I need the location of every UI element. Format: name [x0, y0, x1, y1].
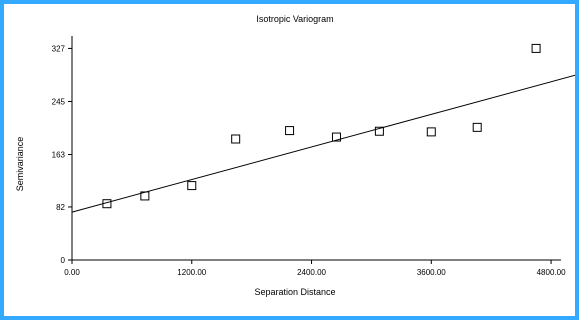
x-tick-label: 4800.00: [537, 268, 566, 277]
y-tick-label: 163: [52, 151, 66, 160]
data-point: [331, 132, 341, 142]
ticks: 0 82 163 245 327 0.00 1200.00 2400.00 3600.00 480…: [52, 44, 566, 277]
data-point: [472, 122, 482, 132]
data-point: [140, 191, 150, 201]
y-tick-label: 245: [52, 97, 66, 106]
data-point: [426, 127, 436, 137]
x-tick-label: 3600.00: [417, 268, 446, 277]
axes: [71, 36, 561, 261]
x-tick-label: 0.00: [64, 268, 80, 277]
data-point: [102, 199, 112, 209]
x-tick-label: 2400.00: [297, 268, 326, 277]
x-axis-label: Separation Distance: [254, 287, 335, 297]
data-point: [231, 134, 241, 144]
fit-line: [71, 74, 575, 213]
y-tick-label: 0: [61, 256, 66, 265]
data-points: [102, 43, 541, 209]
x-tick-label: 1200.00: [177, 268, 206, 277]
data-point: [374, 126, 384, 136]
variogram-chart: Isotropic Variogram 0 82 163 245 327 0.00 1200…: [15, 14, 575, 297]
chart-title: Isotropic Variogram: [256, 14, 333, 24]
y-axis-label: Semivariance: [15, 137, 25, 192]
data-point: [531, 43, 541, 53]
y-tick-label: 82: [56, 203, 65, 212]
y-tick-label: 327: [52, 44, 66, 53]
data-point: [285, 126, 295, 136]
data-point: [187, 181, 197, 191]
